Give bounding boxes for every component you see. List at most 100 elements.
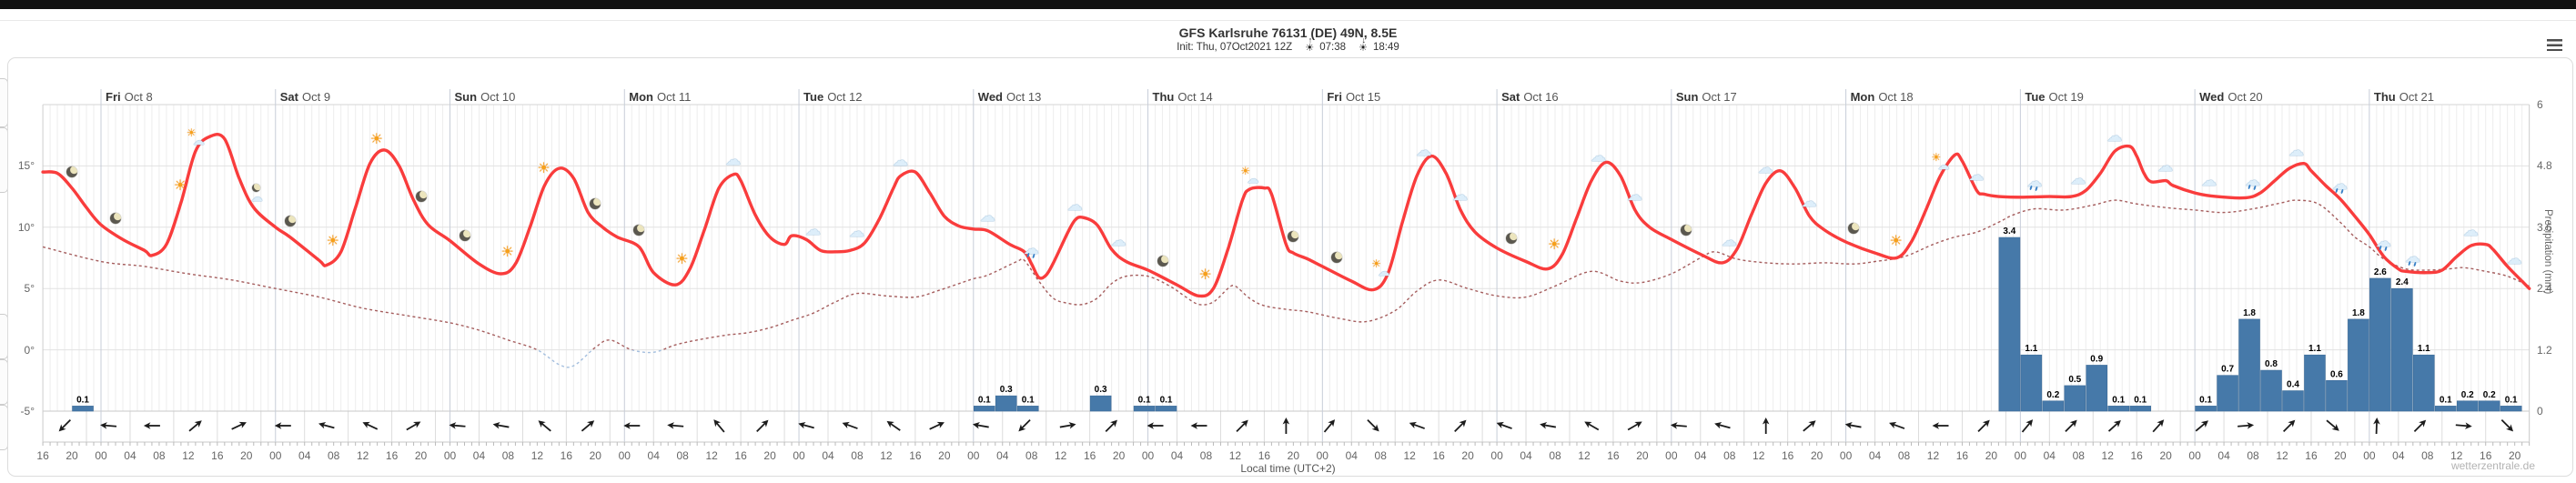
sunset-group: ↓ ☀ 18:49: [1359, 35, 1399, 54]
hour-tick-label: 04: [1868, 449, 1882, 462]
wind-arrow-icon: [1147, 422, 1164, 429]
wind-arrow-icon: [2195, 420, 2208, 432]
day-label: Thu Oct 21: [2373, 90, 2434, 104]
watermark: wetterzentrale.de: [2450, 459, 2535, 472]
hour-tick-label: 12: [2101, 449, 2114, 462]
moon-icon: [411, 188, 431, 206]
sunset-time: 18:49: [1373, 42, 1399, 53]
right-axis-tick-label: 6: [2537, 98, 2543, 111]
hour-tick-label: 16: [2305, 449, 2318, 462]
hour-tick-label: 12: [2450, 449, 2463, 462]
wind-arrow-icon: [713, 419, 725, 433]
hour-tick-label: 16: [2480, 449, 2492, 462]
moon-icon: [1327, 249, 1347, 267]
sun-icon: ☀: [369, 132, 383, 148]
hour-tick-label: 08: [1897, 449, 1911, 462]
hour-tick-label: 04: [2043, 449, 2056, 462]
hour-tick-label: 04: [996, 449, 1009, 462]
hour-tick-label: 00: [1665, 449, 1678, 462]
chart-title: GFS Karlsruhe 76131 (DE) 49N, 8.5E: [1178, 25, 1398, 40]
precip-bar: [1133, 406, 1156, 412]
hour-tick-label: 16: [560, 449, 573, 462]
cloud-icon: ☁: [1968, 166, 1985, 185]
sun-icon: ☀: [500, 244, 514, 260]
wind-arrow-icon: [1236, 419, 1248, 433]
hour-tick-label: 20: [2159, 449, 2172, 462]
wind-arrow-icon: [1190, 422, 1207, 429]
hour-tick-label: 20: [414, 449, 428, 462]
wind-arrow-icon: [538, 420, 551, 432]
hour-tick-label: 04: [1170, 449, 1184, 462]
hour-tick-label: 08: [2421, 449, 2434, 462]
hour-tick-label: 00: [269, 449, 282, 462]
precip-bar: [2064, 385, 2086, 412]
wind-arrow-icon: [1105, 419, 1117, 433]
hour-tick-label: 00: [2014, 449, 2027, 462]
precip-bar-label: 0.1: [2112, 395, 2125, 405]
wind-arrow-icon: [2065, 419, 2077, 433]
cloud-icon: ☁: [2201, 171, 2217, 189]
precip-bar: [2282, 390, 2304, 412]
left-axis-tick-label: -5°: [20, 405, 35, 418]
cloud-icon: ☁: [725, 150, 742, 168]
cloud-icon: ☁: [1452, 186, 1469, 204]
day-label: Tue Oct 12: [803, 90, 863, 104]
chart-menu-hamburger-icon[interactable]: [2547, 39, 2562, 51]
wind-arrow-icon: [1844, 421, 1862, 429]
hour-tick-label: 08: [1199, 449, 1213, 462]
left-axis-tick-label: 10°: [17, 220, 35, 234]
hour-tick-label: 16: [1607, 449, 1620, 462]
hour-tick-label: 20: [1287, 449, 1300, 462]
wind-arrow-icon: [58, 418, 72, 432]
hour-tick-label: 16: [909, 449, 922, 462]
precip-bar: [2086, 365, 2108, 412]
day-label: Thu Oct 14: [1152, 90, 1213, 104]
precip-bar: [1016, 406, 1039, 412]
moon-icon: [106, 210, 126, 228]
precip-bar-label: 0.3: [1000, 385, 1013, 395]
cloud-icon: ☁: [979, 206, 995, 225]
precip-bar: [2500, 406, 2522, 412]
moon-icon: [1676, 222, 1696, 240]
cloud-icon: ☁: [2106, 127, 2123, 146]
wind-arrow-icon: [1409, 421, 1425, 429]
wind-arrow-icon: [188, 420, 202, 432]
sun-icon: ☀: [1198, 267, 1212, 284]
wind-arrow-icon: [1889, 421, 1905, 429]
day-label: Mon Oct 11: [629, 90, 692, 104]
wind-arrow-icon: [929, 421, 945, 430]
hour-tick-label: 00: [2188, 449, 2201, 462]
mooncloud-icon: ☁: [244, 183, 264, 204]
moon-icon: [1153, 253, 1173, 271]
right-axis-tick-label: 2.4: [2537, 282, 2552, 296]
wind-arrow-icon: [581, 420, 595, 432]
precip-bar-label: 1.1: [2418, 344, 2430, 354]
init-label: Init: Thu, 07Oct2021 12Z: [1177, 42, 1293, 53]
precip-bar: [2413, 354, 2435, 412]
hour-tick-label: 08: [676, 449, 689, 462]
precip-bar: [2129, 406, 2151, 412]
sunrise-icon: ↑ ☀: [1305, 35, 1315, 54]
precip-bar-label: 0.7: [2221, 365, 2234, 375]
day-divider-lines: [100, 89, 2370, 442]
hour-tick-label: 04: [647, 449, 660, 462]
suncloud-icon: ☀ ☁: [1931, 151, 1950, 173]
left-axis-tick-label: 15°: [17, 159, 35, 173]
wind-arrow-icon: [318, 421, 335, 429]
hour-tick-label: 20: [1636, 449, 1649, 462]
hour-tick-label: 16: [211, 449, 224, 462]
precip-bar-label: 0.3: [1095, 385, 1107, 395]
hour-tick-label: 12: [356, 449, 369, 462]
sun-icon: ☀: [537, 160, 551, 176]
hour-tick-label: 00: [618, 449, 631, 462]
precip-bar: [1089, 395, 1112, 412]
wind-arrow-icon: [798, 421, 814, 429]
hour-tick-label: 12: [182, 449, 195, 462]
wind-arrow-icon: [756, 419, 769, 433]
sun-icon: ☀: [1548, 236, 1561, 253]
wind-arrow-icon: [1059, 421, 1076, 429]
wind-arrow-icon: [1540, 421, 1557, 429]
hour-tick-label: 16: [2130, 449, 2143, 462]
dashed-temperature-curve: [42, 199, 2530, 350]
